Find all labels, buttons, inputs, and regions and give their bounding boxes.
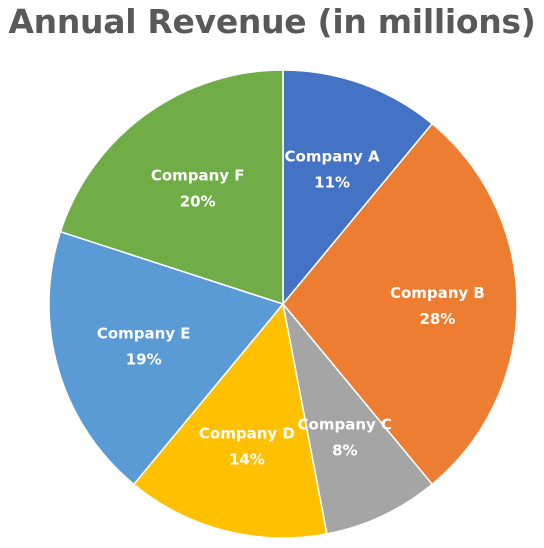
slice-category-label: Company E xyxy=(97,325,191,343)
slice-label-company-f: Company F 20% xyxy=(151,167,245,211)
pie-slice-company-f xyxy=(59,69,284,305)
slice-percent-label: 11% xyxy=(314,174,350,192)
slice-percent-label: 8% xyxy=(332,441,357,459)
pie-slice-company-e xyxy=(48,230,284,486)
slice-percent-label: 19% xyxy=(126,351,162,369)
pie-labels: Company A 11%Company B 28%Company C 8%Compa… xyxy=(97,148,485,469)
pie-slice-company-c xyxy=(282,303,433,535)
slice-label-company-c: Company C 8% xyxy=(298,415,393,459)
slice-percent-label: 28% xyxy=(419,310,455,328)
slice-percent-label: 14% xyxy=(229,451,265,469)
slice-label-company-a: Company A 11% xyxy=(285,148,380,192)
pie-slices xyxy=(48,69,518,539)
slice-category-label: Company C xyxy=(298,415,393,433)
slice-label-company-b: Company B 28% xyxy=(390,284,485,328)
slice-category-label: Company B xyxy=(390,284,485,302)
slice-category-label: Company A xyxy=(285,148,380,166)
slice-category-label: Company F xyxy=(151,167,245,185)
chart-title: Annual Revenue (in millions) xyxy=(8,2,536,41)
slice-label-company-d: Company D 14% xyxy=(199,425,295,469)
pie-slice-company-d xyxy=(133,303,328,539)
pie-slice-company-a xyxy=(282,69,433,305)
slice-percent-label: 20% xyxy=(180,193,216,211)
slice-label-company-e: Company E 19% xyxy=(97,325,191,369)
slice-category-label: Company D xyxy=(199,425,295,443)
pie-slice-company-b xyxy=(282,122,518,486)
